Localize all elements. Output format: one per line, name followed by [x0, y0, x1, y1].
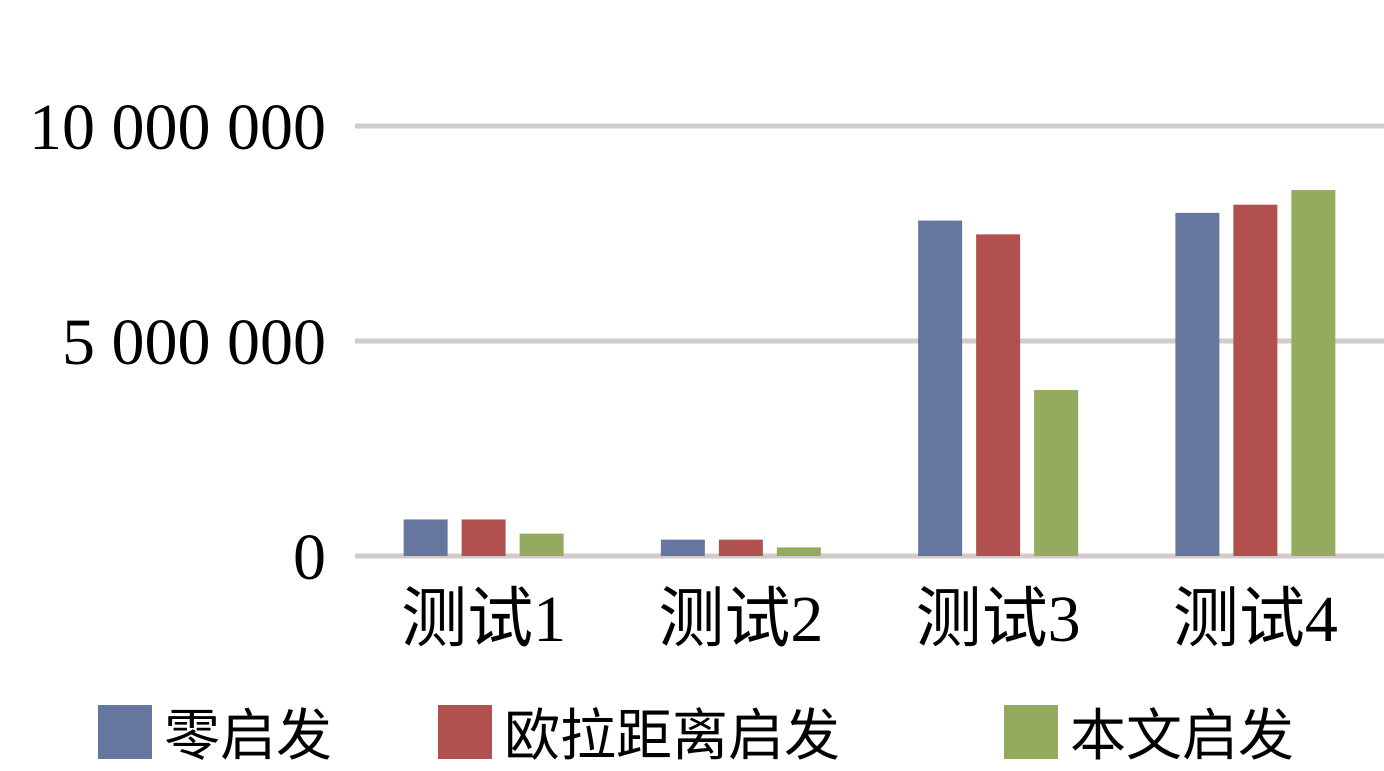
legend-label: 欧拉距离启发 — [504, 704, 840, 769]
y-tick-label: 10 000 000 — [29, 91, 326, 164]
bar-2-3 — [976, 234, 1021, 557]
bar-3-3 — [1034, 390, 1079, 556]
legend-label: 本文启发 — [1070, 704, 1294, 769]
legend-swatch — [438, 705, 492, 759]
bar-1-3 — [918, 220, 963, 556]
bars — [403, 190, 1336, 557]
bar-1-4 — [1175, 212, 1220, 557]
bar-2-1 — [461, 519, 506, 556]
legend-swatch — [98, 705, 152, 759]
gridlines — [355, 123, 1384, 559]
x-axis-ticks: 测试1 测试2 测试3 测试4 — [401, 583, 1338, 656]
bar-2-2 — [718, 539, 763, 556]
legend-label: 零启发 — [164, 704, 332, 769]
y-tick-label: 5 000 000 — [62, 306, 326, 379]
x-tick-label: 测试4 — [1173, 583, 1338, 656]
bar-1-2 — [660, 539, 705, 556]
legend-swatch — [1004, 705, 1058, 759]
bar-2-4 — [1233, 204, 1278, 556]
x-tick-label: 测试2 — [658, 583, 823, 656]
x-tick-label: 测试1 — [401, 583, 566, 656]
legend: 零启发 欧拉距离启发 本文启发 — [98, 704, 1294, 769]
bar-3-2 — [776, 547, 821, 556]
bar-1-1 — [403, 519, 448, 556]
y-tick-label: 0 — [293, 521, 326, 594]
bar-3-4 — [1291, 190, 1336, 556]
bar-3-1 — [519, 533, 564, 556]
y-axis-ticks: 0 5 000 000 10 000 000 — [29, 91, 326, 594]
x-tick-label: 测试3 — [916, 583, 1081, 656]
